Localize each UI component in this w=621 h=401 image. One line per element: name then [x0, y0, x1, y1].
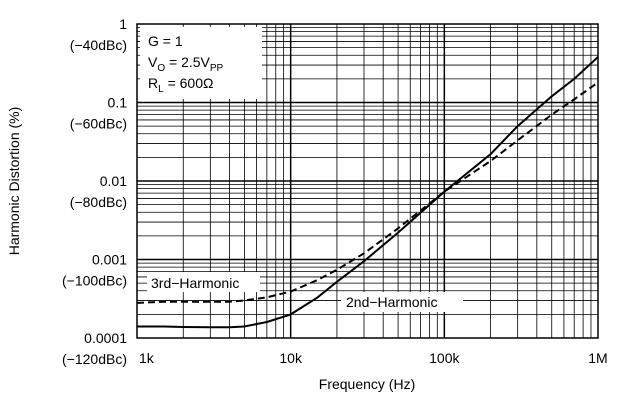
rl-label: RL = 600Ω: [148, 75, 213, 95]
grid-lines: [137, 24, 598, 338]
x-tick-label: 1M: [588, 350, 607, 366]
y-tick-label: 0.0001: [84, 330, 127, 346]
x-tick-label: 10k: [279, 350, 303, 366]
x-tick-label: 1k: [139, 350, 155, 366]
y-tick-dbc-label: (−100dBc): [62, 273, 127, 289]
third-harmonic-label-bg: [147, 272, 260, 292]
y-axis-label: Harmonic Distortion (%): [6, 107, 22, 256]
y-tick-dbc-label: (−60dBc): [70, 116, 127, 132]
tick-labels: 1k 10k 100k 1M 1 (−40dBc) 0.1 (−60dBc) 0.01 (−80d…: [62, 16, 608, 367]
y-tick-label: 0.001: [92, 252, 127, 268]
third-harmonic-label: 3rd−Harmonic: [151, 275, 239, 291]
plot-frame: [136, 23, 599, 339]
x-tick-label: 100k: [429, 350, 460, 366]
second-harmonic-label-bg: [341, 292, 463, 312]
y-tick-dbc-label: (−80dBc): [70, 194, 127, 210]
y-tick-dbc-label: (−120dBc): [62, 351, 127, 367]
y-tick-label: 0.01: [100, 173, 127, 189]
y-tick-label: 1: [119, 16, 127, 32]
series-layer: [136, 56, 599, 329]
y-tick-dbc-label: (−40dBc): [70, 37, 127, 53]
y-tick-label: 0.1: [108, 95, 128, 111]
x-axis-label: Frequency (Hz): [319, 376, 415, 392]
series-line-3rd-harmonic: [136, 81, 599, 304]
conditions-box: G = 1 VO = 2.5VPP RL = 600Ω: [140, 27, 262, 99]
vo-label: VO = 2.5VPP: [148, 54, 224, 74]
conditions-bg: [140, 27, 262, 99]
series-line-2nd-harmonic: [137, 56, 599, 329]
second-harmonic-label: 2nd−Harmonic: [346, 294, 437, 310]
gain-label: G = 1: [148, 33, 183, 49]
